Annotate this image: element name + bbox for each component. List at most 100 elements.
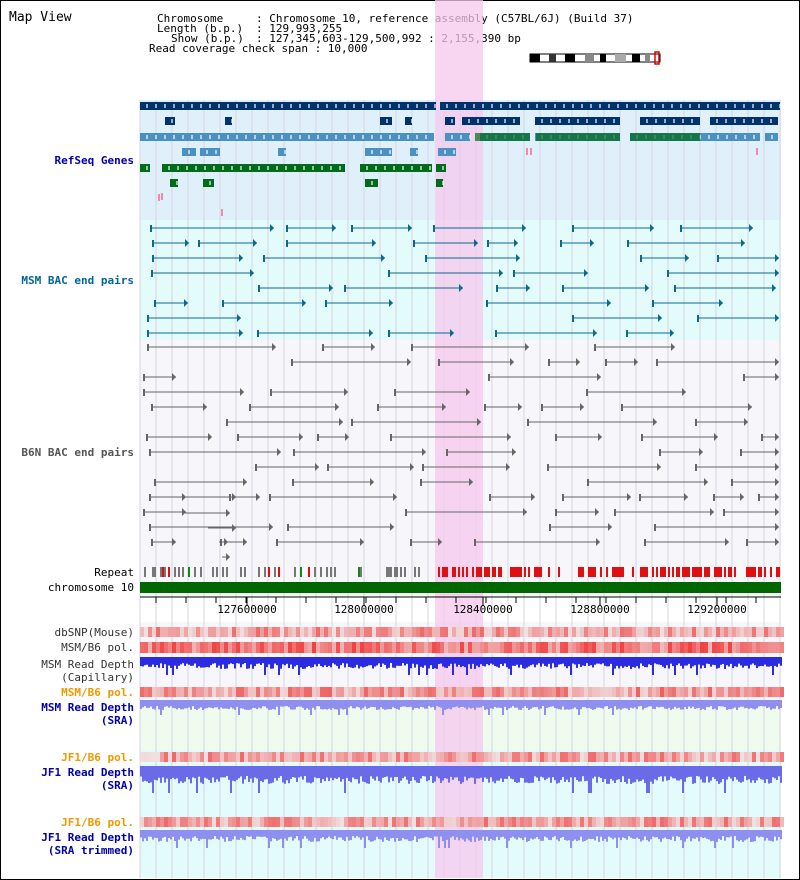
- jf1-pol-cell: [180, 752, 184, 762]
- jf1-trim-depth-bar: [338, 830, 340, 838]
- refseq-genes-track[interactable]: [140, 102, 781, 216]
- dbsnp-cell: [716, 627, 720, 637]
- msm-sra-depth-bar: [748, 700, 750, 709]
- highlight-region[interactable]: [435, 0, 483, 878]
- jf1-sra-depth-bar: [686, 766, 688, 778]
- jf1-sra-depth-bar: [154, 766, 156, 780]
- repeat-element: [776, 567, 778, 577]
- gene-exon-mark: [680, 104, 682, 108]
- b6n-bac-end-arrow: [775, 523, 779, 531]
- msm-cap-depth-bar: [424, 657, 426, 666]
- repeat-element: [692, 567, 694, 577]
- jf1-pol-cell: [680, 752, 684, 762]
- jf1-sra-depth-bar: [536, 766, 538, 778]
- msm-pol-cell: [572, 642, 576, 653]
- b6n-bac-end-arrow: [410, 463, 414, 471]
- msm-pol-cell: [664, 642, 668, 653]
- repeat-element: [764, 567, 766, 577]
- jf1-pol2-cell: [472, 817, 476, 827]
- msm-cap-depth-bar: [624, 657, 626, 667]
- msm-bac-track[interactable]: [147, 224, 779, 337]
- gene-exon-mark: [317, 104, 319, 108]
- jf1-pol-cell: [724, 752, 728, 762]
- jf1-sra-depth-bar: [320, 766, 322, 783]
- msm-pol-cell: [612, 642, 616, 653]
- jf1-trim-depth-bar: [672, 830, 674, 837]
- dbsnp-cell: [484, 627, 488, 637]
- jf1-sra-depth-bar: [554, 766, 556, 781]
- msm-cap-depth-bar: [140, 657, 142, 667]
- msm-cap-depth-bar: [338, 657, 340, 669]
- msm-cap-depth-bar: [612, 657, 614, 675]
- jf1-sra-depth-bar: [348, 766, 350, 781]
- jf1-sra-depth-bar: [678, 766, 680, 781]
- b6n-bac-end-arrow: [477, 418, 481, 426]
- jf1-pol2-cell: [696, 817, 700, 827]
- dbsnp-cell: [328, 627, 332, 637]
- msm-sra-depth-bar: [364, 700, 366, 707]
- jf1-trim-depth-bar: [682, 830, 684, 848]
- dbsnp-label: dbSNP(Mouse): [54, 626, 134, 639]
- msm-sra-depth-bar: [636, 700, 638, 710]
- msm-sra-depth-bar: [654, 700, 656, 710]
- gene-feature: [360, 164, 432, 172]
- jf1-sra-depth-bar: [294, 766, 296, 778]
- msm-pol-cell: [336, 642, 340, 653]
- jf1-trim-depth-bar: [718, 830, 720, 839]
- dbsnp-cell: [200, 627, 204, 637]
- jf1-pol-cell: [572, 752, 576, 762]
- repeat-element: [518, 567, 520, 577]
- ideogram-band: [565, 54, 575, 62]
- jf1-pol2-cell: [196, 817, 200, 827]
- jf1-pol-cell: [432, 752, 436, 762]
- jf1-sra-depth-bar: [548, 766, 550, 778]
- msm-sra-depth-bar: [588, 700, 590, 708]
- msm-bac-end-arrow: [408, 224, 412, 232]
- msm-pol2-cell: [208, 687, 212, 697]
- dbsnp-cell: [188, 627, 192, 637]
- msm-sra-depth-bar: [574, 700, 576, 708]
- b6n-bac-end-marker: [474, 539, 476, 546]
- b6n-bac-end-arrow: [469, 478, 473, 486]
- repeat-element: [622, 567, 624, 577]
- msm-pol2-cell: [368, 687, 372, 697]
- msm-sra-depth-bar: [778, 700, 780, 710]
- jf1-trim-depth-bar: [274, 830, 276, 839]
- jf1-pol-cell: [568, 752, 572, 762]
- jf1-sra-depth-bar: [746, 766, 748, 781]
- msm-cap-depth-bar: [490, 657, 492, 664]
- chromosome-ideogram[interactable]: [529, 51, 661, 65]
- msm-cap-depth-bar: [156, 657, 158, 666]
- jf1-sra-depth-bar: [724, 766, 726, 793]
- msm-pol2-cell: [216, 687, 220, 697]
- jf1-trim-depth-bar: [480, 830, 482, 841]
- msm-bac-end-arrow: [329, 284, 333, 292]
- repeat-element: [476, 567, 478, 577]
- gene-exon-mark: [344, 135, 346, 139]
- dbsnp-cell: [496, 627, 500, 637]
- jf1-pol-cell: [380, 752, 384, 762]
- msm-cap-depth-bar: [712, 657, 714, 665]
- msm-sra-depth-bar: [704, 700, 706, 710]
- msm-sra-depth-bar: [548, 700, 550, 708]
- jf1-pol-cell: [276, 752, 280, 762]
- b6n-bac-end-arrow: [744, 418, 748, 426]
- jf1-sra-depth-bar: [300, 766, 302, 777]
- msm-sra-depth-bar: [626, 700, 628, 709]
- gene-exon-mark: [344, 104, 346, 108]
- gene-exon-mark: [164, 104, 166, 108]
- msm-cap-depth-bar: [486, 657, 488, 665]
- jf1-trim-depth-bar: [368, 830, 370, 841]
- jf1-sra-depth-bar: [628, 766, 630, 779]
- msm-sra-depth-bar: [300, 700, 302, 707]
- jf1-pol-cell: [316, 752, 320, 762]
- dbsnp-cell: [640, 627, 644, 637]
- msm-cap-depth-bar: [236, 657, 238, 664]
- jf1-trim-depth-bar: [388, 830, 390, 841]
- msm-cap-depth-bar: [144, 657, 146, 666]
- msm-sra-depth-bar: [584, 700, 586, 708]
- b6n-bac-track[interactable]: [143, 343, 779, 561]
- repeat-element: [514, 567, 516, 577]
- jf1-trim-depth-bar: [236, 830, 238, 840]
